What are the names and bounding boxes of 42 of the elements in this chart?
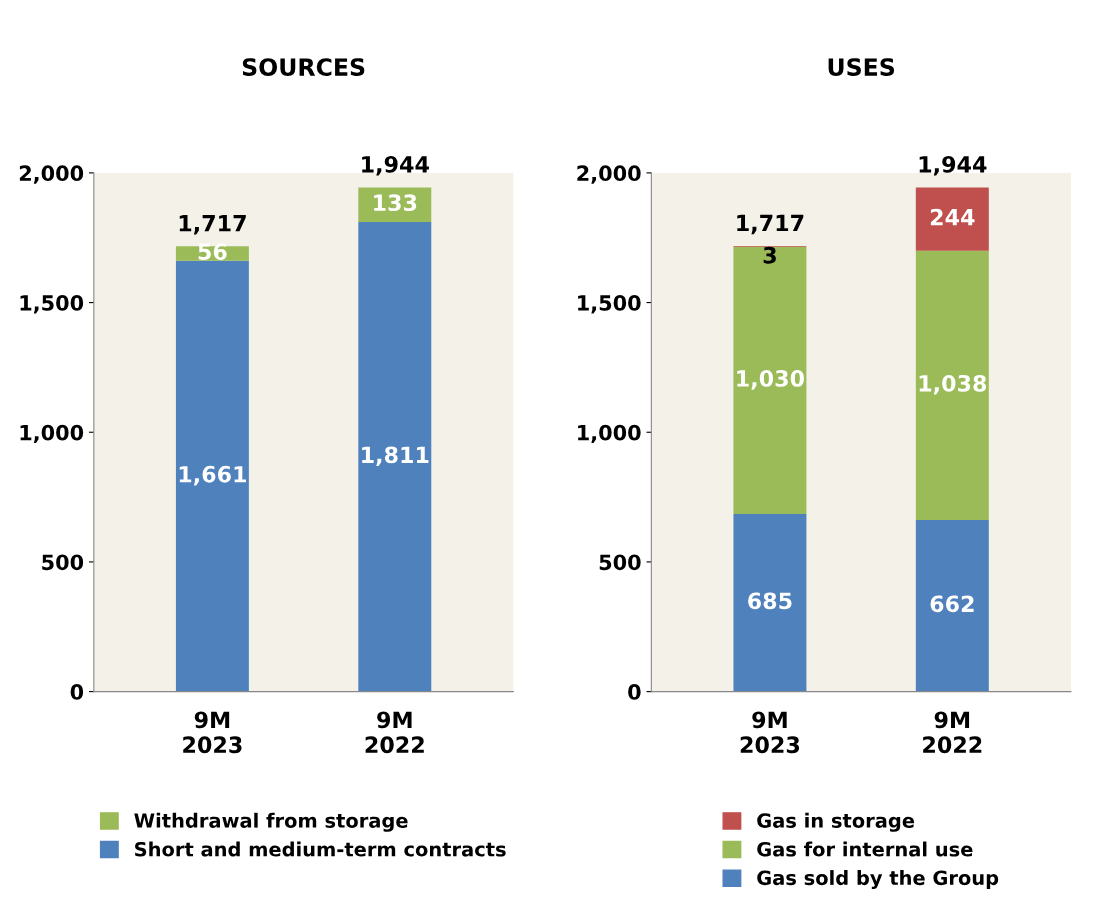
data-label: 685 [748, 592, 792, 610]
legend-label: Short and medium-term contracts [135, 841, 506, 857]
data-label: 244 [930, 208, 975, 226]
x-tick-label: 9M 2022 [365, 711, 424, 754]
chart-title: SOURCES [242, 58, 365, 77]
bar [358, 221, 432, 692]
y-tick-label: 1,000 [578, 424, 641, 444]
data-label: 1,811 [362, 446, 429, 467]
legend-label: Withdrawal from storage [134, 812, 408, 832]
legend-label: Gas for internal use [757, 841, 973, 857]
y-tick-label: 1,500 [20, 295, 84, 314]
bar [915, 519, 989, 692]
x-tick-label: 9M 2023 [740, 711, 800, 754]
total-label: 1,944 [919, 155, 987, 176]
data-label: 133 [374, 194, 417, 212]
data-label: 1,038 [919, 374, 987, 395]
bar [175, 260, 249, 692]
data-label: 56 [198, 243, 227, 261]
data-label: 1,661 [179, 465, 247, 486]
chart-title: USES [828, 58, 895, 77]
bar [915, 250, 989, 520]
y-tick-label: 0 [70, 684, 84, 700]
total-label: 1,717 [737, 214, 804, 235]
y-tick-label: 1,000 [20, 424, 84, 444]
x-tick-label: 9M 2022 [923, 711, 982, 754]
x-tick-label: 9M 2023 [183, 711, 242, 754]
bar [733, 513, 807, 692]
data-label: 3 [763, 246, 776, 264]
y-tick-label: 1,500 [578, 295, 641, 314]
y-tick-label: 0 [628, 684, 641, 700]
y-tick-label: 2,000 [577, 165, 641, 184]
y-tick-label: 2,000 [19, 165, 84, 184]
total-label: 1,717 [179, 215, 246, 235]
bar [915, 187, 989, 251]
legend-label: Gas sold by the Group [757, 870, 999, 890]
legend-label: Gas in storage [757, 812, 915, 832]
y-tick-label: 500 [42, 554, 84, 571]
data-label: 1,030 [737, 370, 804, 390]
data-label: 662 [930, 595, 974, 613]
y-tick-label: 500 [599, 554, 641, 571]
bar [733, 246, 807, 514]
total-label: 1,944 [362, 155, 429, 176]
